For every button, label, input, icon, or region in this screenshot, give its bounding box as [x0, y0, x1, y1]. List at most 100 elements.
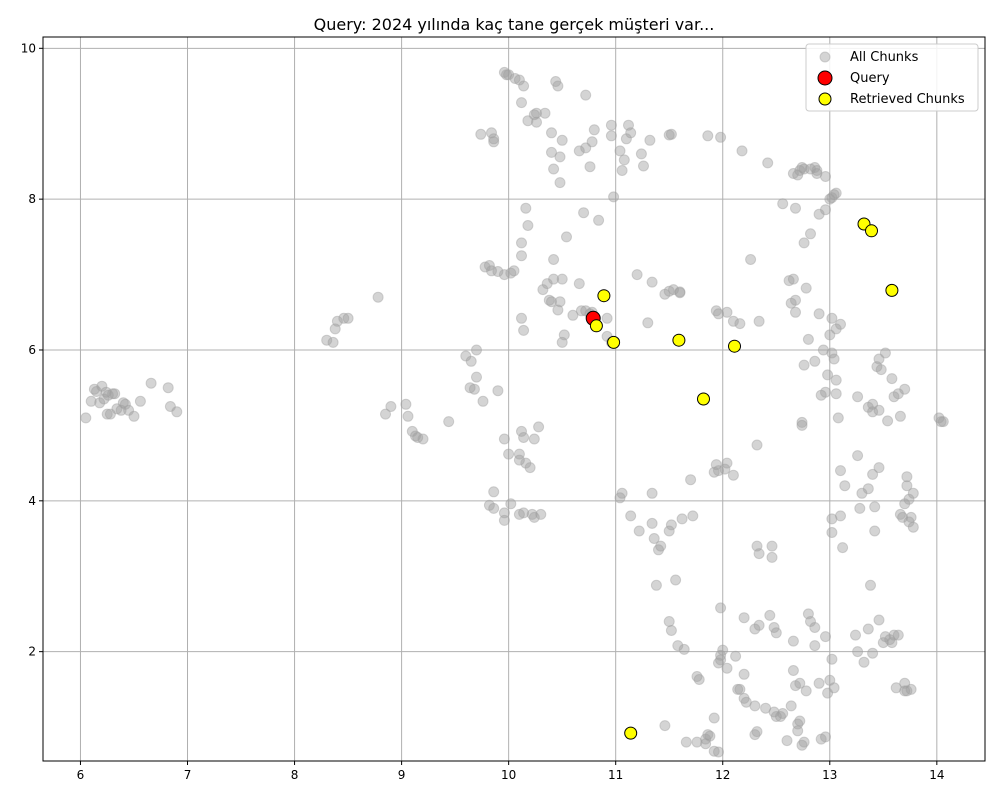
chunk-point: [80, 412, 92, 424]
chunk-point: [777, 708, 789, 719]
chunk-point: [522, 220, 534, 231]
chunk-point: [738, 668, 750, 680]
chunk-point: [663, 129, 675, 141]
chunk-point: [865, 579, 876, 591]
chunk-point: [518, 324, 530, 336]
legend-marker-query: [817, 70, 833, 86]
chunk-point: [802, 608, 814, 620]
chunk-point: [556, 273, 568, 285]
chunk-point: [520, 202, 532, 214]
y-tick-label: 10: [21, 41, 36, 55]
chunk-point: [890, 682, 902, 694]
chunk-point: [727, 469, 739, 481]
chunk-point: [465, 355, 477, 367]
data-points: [80, 66, 949, 758]
chunk-point: [749, 729, 761, 741]
chunk-point: [869, 501, 881, 513]
chunk-point: [760, 702, 772, 714]
chunk-point: [623, 119, 634, 131]
chunk-point: [531, 107, 542, 119]
chunk-point: [123, 404, 135, 416]
legend-box: [805, 43, 979, 112]
chunk-point: [811, 165, 823, 176]
chunk-point: [518, 507, 530, 519]
chunk-point: [528, 511, 540, 523]
chunk-point: [625, 127, 637, 139]
chunk-point: [700, 738, 712, 750]
chunk-point: [882, 415, 894, 427]
chunk-point: [809, 355, 821, 367]
chunk-point: [638, 160, 649, 172]
chunk-point: [892, 629, 904, 641]
chunk-point: [813, 208, 825, 220]
chunk-point: [738, 692, 750, 704]
chunk-point: [646, 276, 658, 288]
chunk-point: [516, 97, 527, 109]
chunk-point: [498, 514, 510, 526]
chunk-point: [734, 683, 746, 695]
chunk-point: [734, 318, 746, 330]
chunk-point: [674, 287, 686, 299]
chunk-point: [119, 398, 131, 410]
x-tick-label: 12: [715, 768, 730, 782]
chunk-point: [835, 318, 846, 330]
chunk-point: [805, 228, 816, 240]
chunk-point: [546, 127, 557, 139]
chunk-point: [811, 168, 823, 179]
chunk-point: [575, 305, 587, 317]
x-tick-label: 10: [501, 768, 516, 782]
chunk-point: [749, 623, 761, 635]
chunk-point: [708, 745, 720, 757]
chunk-point: [117, 397, 129, 409]
chunk-point: [94, 397, 106, 409]
chunk-point: [385, 401, 397, 412]
chunk-point: [533, 421, 545, 433]
chunk-point: [805, 616, 816, 627]
chunk-point: [659, 288, 671, 300]
chunk-point: [715, 602, 727, 614]
chunk-point: [539, 107, 551, 119]
chunk-point: [552, 80, 564, 92]
chunk-point: [104, 408, 116, 420]
retrieved-chunk-point: [589, 319, 603, 333]
chunk-point: [528, 433, 540, 445]
chunk-point: [802, 333, 814, 345]
chunk-point: [787, 635, 799, 647]
chunk-point: [770, 711, 782, 722]
chunk-point: [817, 344, 829, 356]
chunk-point: [835, 510, 846, 522]
chunk-point: [691, 736, 703, 748]
chunk-point: [813, 308, 825, 320]
retrieved-chunk-point: [865, 224, 878, 238]
chunk-point: [608, 191, 620, 203]
chunk-point: [852, 450, 864, 462]
chunk-point: [721, 457, 733, 469]
chunk-point: [768, 706, 780, 718]
chunk-point: [573, 145, 585, 157]
chunk-point: [820, 204, 831, 216]
chunk-point: [678, 643, 690, 655]
legend-marker-all-chunks: [819, 51, 831, 63]
chunk-point: [820, 631, 831, 643]
chunk-point: [676, 513, 688, 525]
chunk-point: [522, 115, 534, 127]
chunk-point: [830, 323, 842, 335]
x-tick-label: 13: [822, 768, 837, 782]
chunk-point: [593, 214, 605, 226]
chunk-point: [785, 297, 797, 309]
chunk-point: [764, 609, 776, 621]
chunk-point: [646, 487, 658, 499]
chunk-point: [102, 389, 114, 401]
retrieved-chunk-point: [597, 289, 611, 303]
chunk-point: [674, 286, 686, 298]
chunk-point: [787, 168, 799, 179]
chunk-point: [402, 410, 414, 422]
chunk-point: [505, 498, 517, 510]
chunk-point: [903, 516, 915, 528]
chunk-point: [400, 398, 412, 410]
chunk-point: [477, 395, 489, 407]
chunk-point: [410, 430, 421, 442]
chunk-point: [710, 459, 722, 471]
chunk-point: [862, 483, 874, 495]
x-tick-label: 6: [77, 768, 85, 782]
